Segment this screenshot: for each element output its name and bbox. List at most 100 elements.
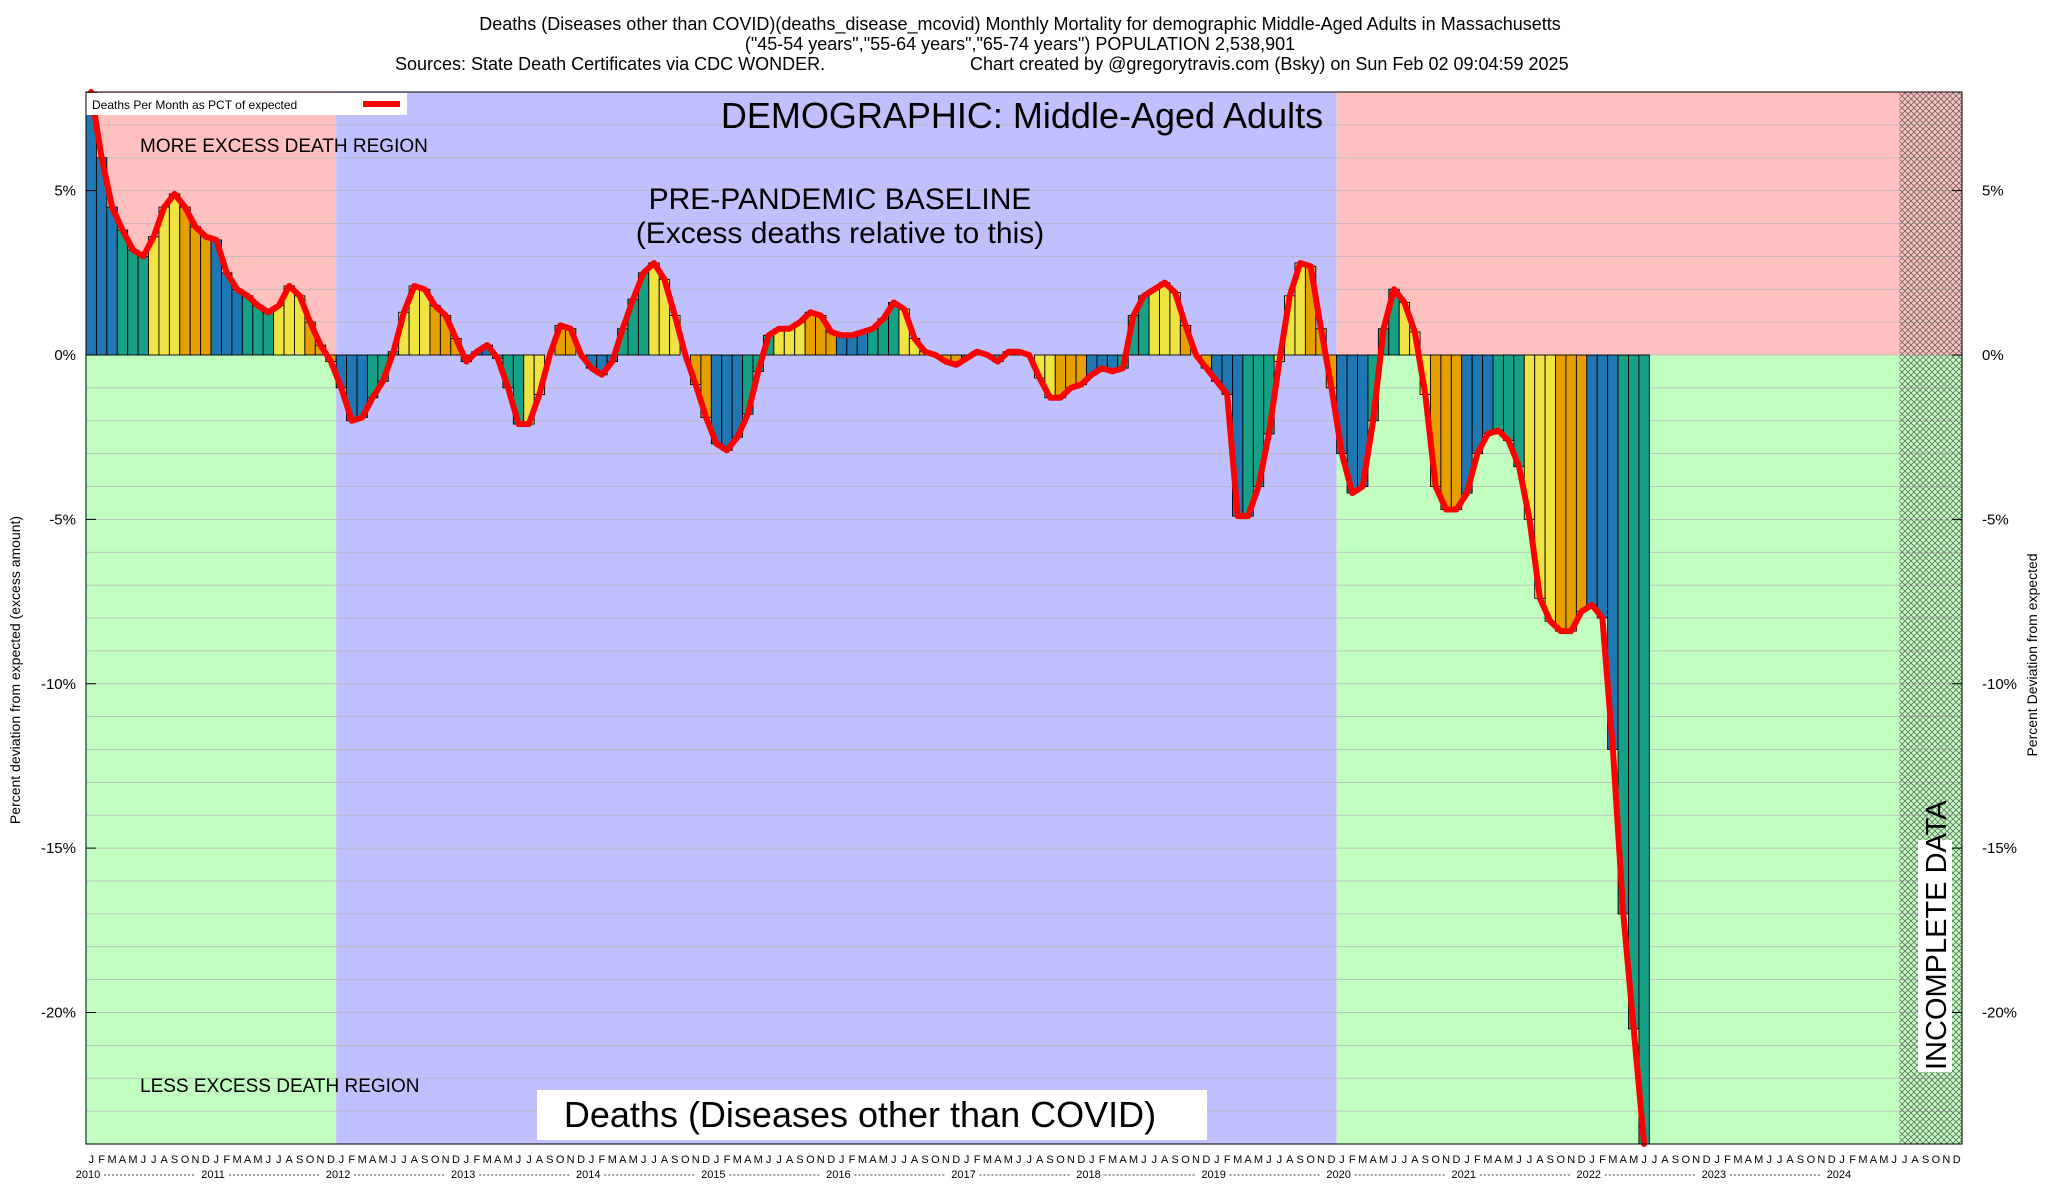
- x-tick-month: O: [431, 1154, 440, 1166]
- y-tick-label-right: -20%: [1982, 1005, 2017, 1022]
- x-tick-month: D: [202, 1154, 210, 1166]
- x-tick-month: M: [608, 1154, 617, 1166]
- x-tick-month: M: [1858, 1154, 1867, 1166]
- x-tick-month: F: [974, 1154, 981, 1166]
- x-tick-month: A: [1244, 1154, 1252, 1166]
- x-tick-month: A: [1119, 1154, 1127, 1166]
- x-tick-month: N: [1817, 1154, 1825, 1166]
- x-tick-month: S: [1672, 1154, 1679, 1166]
- x-tick-month: J: [214, 1154, 220, 1166]
- y-tick-label-right: 5%: [1982, 183, 2004, 200]
- incomplete-data-label-box: [1918, 840, 1952, 1072]
- x-tick-month: F: [1849, 1154, 1856, 1166]
- x-tick-month: J: [1652, 1154, 1658, 1166]
- x-tick-month: D: [1327, 1154, 1335, 1166]
- x-tick-year: 2013: [451, 1169, 475, 1181]
- x-tick-month: N: [567, 1154, 575, 1166]
- x-tick-month: A: [869, 1154, 877, 1166]
- x-tick-month: M: [1233, 1154, 1242, 1166]
- bar: [262, 311, 275, 356]
- x-tick-month: J: [1339, 1154, 1345, 1166]
- x-tick-month: M: [1004, 1154, 1013, 1166]
- x-tick-month: M: [358, 1154, 367, 1166]
- x-tick-month: A: [244, 1154, 252, 1166]
- x-tick-month: J: [641, 1154, 647, 1166]
- bar: [179, 206, 191, 356]
- x-tick-year: 2024: [1827, 1169, 1851, 1181]
- x-tick-month: J: [1152, 1154, 1158, 1166]
- x-tick-month: A: [411, 1154, 419, 1166]
- y-tick-label-left: -20%: [41, 1005, 76, 1022]
- incomplete-data-label: INCOMPLETE DATA: [1921, 800, 1953, 1070]
- x-tick-month: S: [171, 1154, 178, 1166]
- x-tick-month: F: [473, 1154, 480, 1166]
- x-tick-month: J: [1589, 1154, 1595, 1166]
- x-tick-month: N: [1692, 1154, 1700, 1166]
- x-tick-month: O: [681, 1154, 690, 1166]
- x-tick-month: F: [849, 1154, 856, 1166]
- x-tick-month: S: [1422, 1154, 1429, 1166]
- x-tick-month: D: [827, 1154, 835, 1166]
- x-tick-month: A: [1411, 1154, 1419, 1166]
- x-tick-month: M: [107, 1154, 116, 1166]
- bar: [116, 229, 129, 356]
- bar: [252, 305, 264, 356]
- x-tick-month: J: [1141, 1154, 1147, 1166]
- x-tick-month: M: [1254, 1154, 1263, 1166]
- x-tick-month: O: [1556, 1154, 1565, 1166]
- x-tick-month: S: [921, 1154, 928, 1166]
- y-tick-label-left: 5%: [54, 183, 76, 200]
- more-excess-label: MORE EXCESS DEATH REGION: [140, 136, 428, 157]
- bar: [106, 206, 118, 356]
- x-tick-month: M: [378, 1154, 387, 1166]
- x-tick-month: A: [1786, 1154, 1794, 1166]
- bar: [273, 305, 285, 356]
- x-tick-month: S: [1297, 1154, 1304, 1166]
- x-tick-month: D: [702, 1154, 710, 1166]
- x-tick-month: M: [128, 1154, 137, 1166]
- x-tick-month: J: [141, 1154, 147, 1166]
- x-tick-month: A: [536, 1154, 544, 1166]
- x-tick-month: A: [1661, 1154, 1669, 1166]
- bar: [137, 255, 149, 356]
- x-tick-month: D: [1953, 1154, 1961, 1166]
- x-tick-month: J: [901, 1154, 907, 1166]
- x-tick-month: M: [1108, 1154, 1117, 1166]
- y-tick-label-left: -15%: [41, 840, 76, 857]
- y-axis-left-label: Percent deviation from expected (excess …: [7, 516, 23, 824]
- x-tick-month: J: [1214, 1154, 1220, 1166]
- x-tick-month: M: [1483, 1154, 1492, 1166]
- x-tick-month: J: [1089, 1154, 1095, 1166]
- y-axis-right-label: Percent Deviation from expected: [2024, 553, 2040, 756]
- x-tick-month: N: [1317, 1154, 1325, 1166]
- x-tick-month: O: [1932, 1154, 1941, 1166]
- x-tick-month: J: [1516, 1154, 1522, 1166]
- x-tick-month: M: [754, 1154, 763, 1166]
- x-tick-month: J: [1641, 1154, 1647, 1166]
- bar: [1242, 354, 1254, 517]
- x-tick-year: 2018: [1076, 1169, 1100, 1181]
- x-tick-month: S: [671, 1154, 678, 1166]
- x-tick-month: J: [516, 1154, 522, 1166]
- x-tick-year: 2023: [1702, 1169, 1726, 1181]
- credit-text: Chart created by @gregorytravis.com (Bsk…: [970, 54, 1569, 74]
- y-tick-label-left: -5%: [49, 511, 76, 528]
- bottom-label-box: [537, 1090, 1207, 1140]
- sources-text: Sources: State Death Certificates via CD…: [395, 54, 825, 74]
- x-tick-month: J: [1402, 1154, 1408, 1166]
- x-tick-month: S: [1046, 1154, 1053, 1166]
- x-tick-month: N: [692, 1154, 700, 1166]
- x-tick-month: M: [1504, 1154, 1513, 1166]
- x-tick-month: D: [452, 1154, 460, 1166]
- x-tick-month: N: [191, 1154, 199, 1166]
- x-tick-month: N: [1442, 1154, 1450, 1166]
- x-tick-month: F: [223, 1154, 230, 1166]
- x-tick-month: F: [724, 1154, 731, 1166]
- x-tick-month: J: [891, 1154, 897, 1166]
- x-tick-month: O: [556, 1154, 565, 1166]
- x-tick-month: N: [1192, 1154, 1200, 1166]
- incomplete-data-label-group: INCOMPLETE DATA: [1918, 800, 1953, 1072]
- x-tick-month: M: [1129, 1154, 1138, 1166]
- x-tick-month: A: [369, 1154, 377, 1166]
- x-tick-month: A: [1286, 1154, 1294, 1166]
